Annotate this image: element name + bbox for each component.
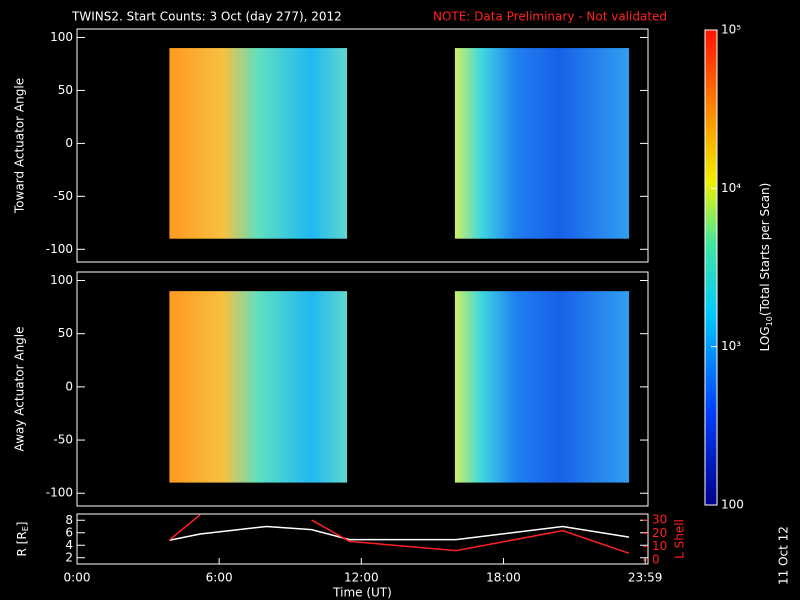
y-axis-label: Toward Actuator Angle — [13, 78, 27, 214]
line — [169, 525, 630, 541]
y2-axis-label: L Shell — [673, 519, 687, 559]
note: NOTE: Data Preliminary - Not validated — [433, 10, 667, 24]
y-tick-label: 100 — [50, 273, 73, 287]
y2-tick-label: 30 — [652, 513, 667, 527]
title: TWINS2. Start Counts: 3 Oct (day 277), 2… — [71, 10, 342, 24]
colorbar-tick-label: 10⁴ — [721, 181, 741, 195]
x-tick-label: 0:00 — [64, 571, 91, 585]
y-tick-label: -50 — [53, 189, 73, 203]
y-tick-label: 6 — [65, 525, 73, 539]
y-tick-label: 2 — [65, 550, 73, 564]
x-tick-label: 23:59 — [628, 571, 663, 585]
y-tick-label: -100 — [46, 486, 73, 500]
data-segment — [169, 48, 348, 239]
x-tick-label: 6:00 — [206, 571, 233, 585]
y-axis-label-sub: E — [21, 526, 30, 531]
y-axis-label: R [RE] — [15, 522, 30, 557]
colorbar-tick-label: 10³ — [721, 339, 741, 353]
x-axis-label: Time (UT) — [332, 586, 392, 600]
colorbar-label: LOG10(Total Starts per Scan) — [758, 183, 774, 352]
data-segment — [169, 291, 348, 483]
colorbar — [704, 29, 718, 506]
plot-frame — [76, 271, 649, 507]
data-segment — [454, 48, 630, 239]
y-axis-label-part: R [R — [15, 531, 29, 556]
plot-frame — [76, 513, 649, 565]
y-tick-label: 0 — [65, 379, 73, 393]
line — [168, 514, 630, 555]
x-tick-label: 18:00 — [486, 571, 521, 585]
y-tick-label: 50 — [58, 326, 73, 340]
y-tick-label: 100 — [50, 30, 73, 44]
y-tick-label: 50 — [58, 83, 73, 97]
y-tick-label: 4 — [65, 538, 73, 552]
y-tick-label: -100 — [46, 242, 73, 256]
lines — [168, 514, 630, 555]
colorbar-tick-label: 10⁵ — [721, 23, 741, 37]
y2-tick-label: 0 — [652, 553, 660, 567]
colorbar-tick-label: 100 — [721, 498, 744, 512]
y2-tick-label: 10 — [652, 539, 667, 553]
y-tick-label: 8 — [65, 513, 73, 527]
data-segment — [454, 291, 630, 483]
y-axis-label-part: ] — [15, 522, 29, 527]
x-tick-label: 12:00 — [344, 571, 379, 585]
plot-frame — [76, 28, 649, 263]
y-tick-label: -50 — [53, 433, 73, 447]
y2-tick-label: 20 — [652, 526, 667, 540]
stamp: 11 Oct 12 — [777, 526, 791, 585]
y-tick-label: 0 — [65, 136, 73, 150]
y-axis-label: Away Actuator Angle — [13, 326, 27, 451]
